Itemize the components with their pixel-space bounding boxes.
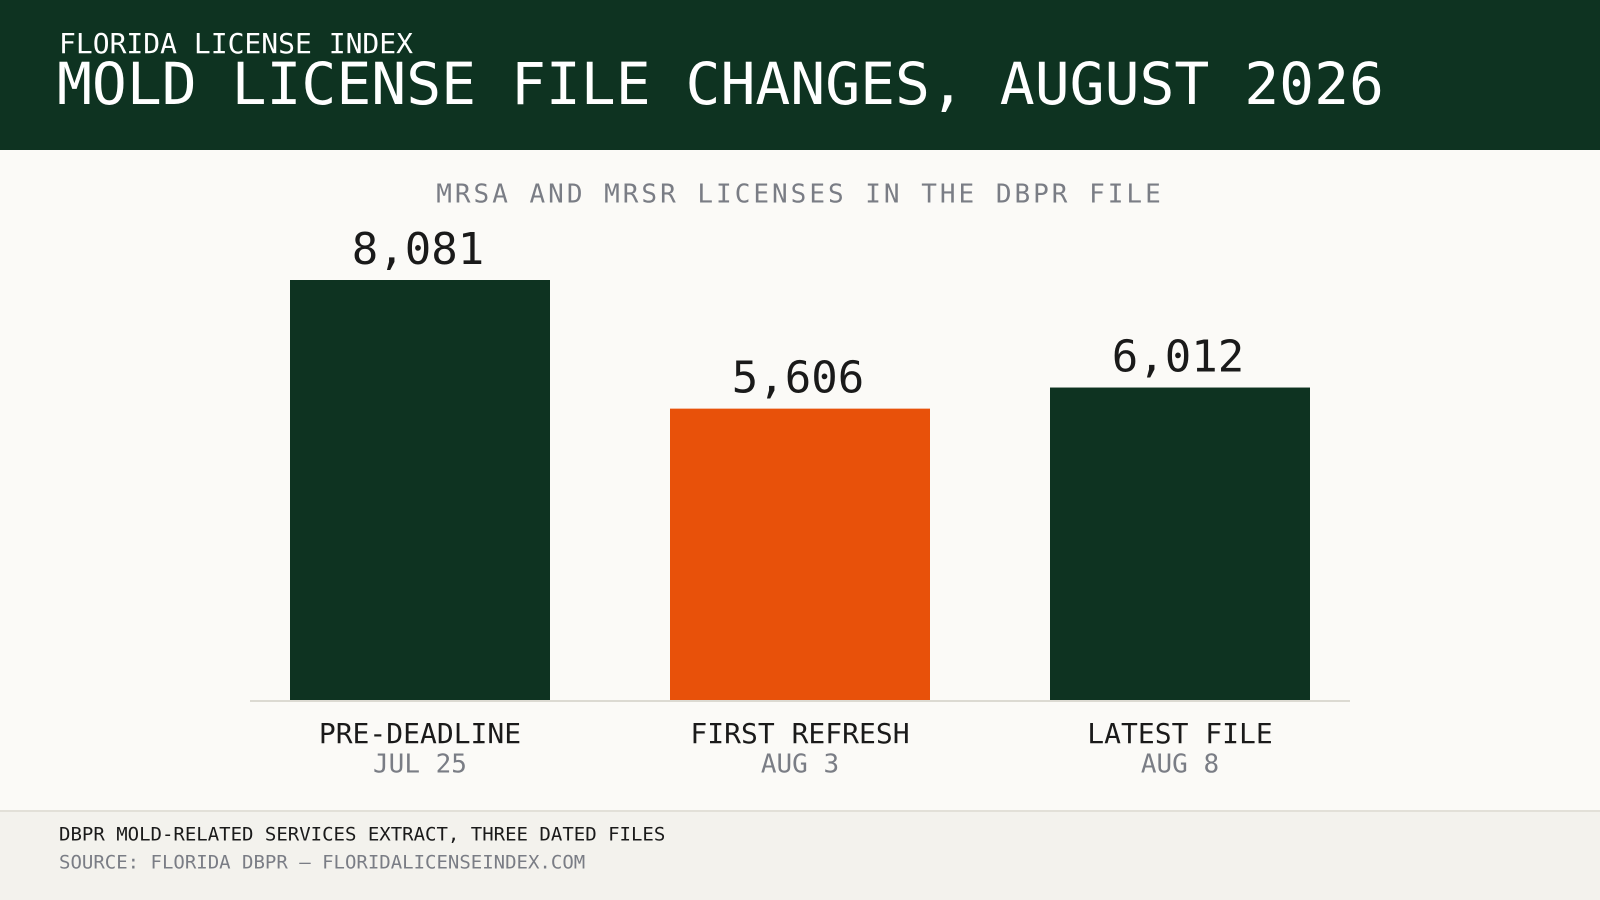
page-title: MOLD LICENSE FILE CHANGES, AUGUST 2026: [57, 50, 1384, 118]
footer-band: [0, 811, 1600, 900]
bar: [1050, 387, 1310, 700]
date-label: AUG 3: [761, 750, 839, 780]
category-label: FIRST REFRESH: [690, 717, 909, 750]
date-label: AUG 8: [1141, 750, 1219, 780]
bar: [290, 280, 550, 700]
footer-source: SOURCE: FLORIDA DBPR — FLORIDALICENSEIND…: [59, 852, 585, 874]
chart-subtitle: MRSA AND MRSR LICENSES IN THE DBPR FILE: [436, 180, 1163, 210]
kicker: FLORIDA LICENSE INDEX: [59, 27, 413, 60]
footer-note: DBPR MOLD-RELATED SERVICES EXTRACT, THRE…: [59, 824, 665, 846]
category-label: LATEST FILE: [1087, 717, 1272, 750]
value-label: 8,081: [352, 224, 484, 275]
header-band: [0, 0, 1600, 150]
category-label: PRE-DEADLINE: [319, 717, 521, 750]
value-label: 5,606: [732, 353, 864, 404]
bar: [670, 408, 930, 700]
date-label: JUL 25: [373, 750, 467, 780]
value-label: 6,012: [1112, 332, 1244, 383]
